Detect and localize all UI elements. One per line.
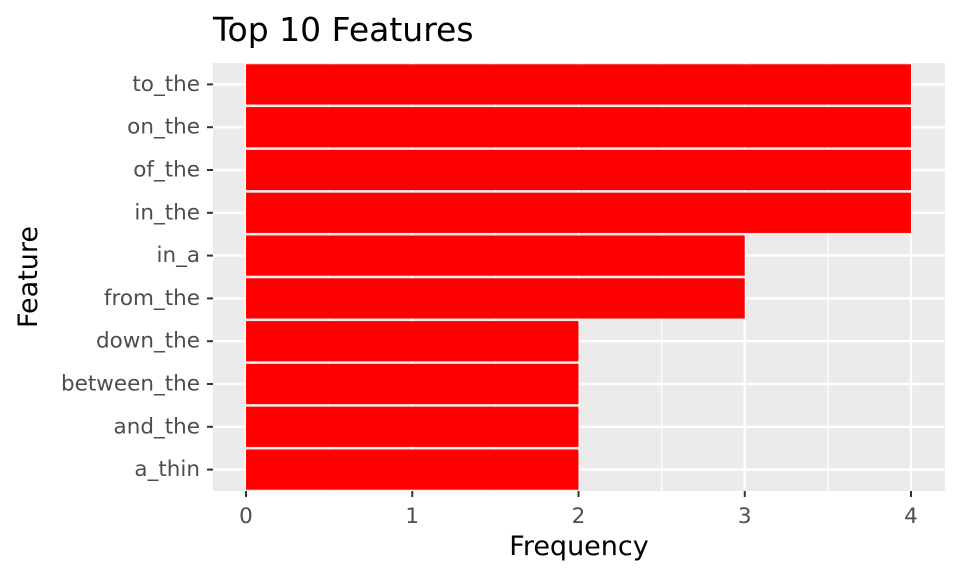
x-tick-label: 3 (738, 504, 752, 529)
bar (246, 406, 579, 447)
y-tick-label: in_the (134, 200, 200, 225)
x-axis-title: Frequency (509, 531, 649, 562)
x-tick-label: 1 (405, 504, 419, 529)
x-tick-label: 2 (572, 504, 586, 529)
bar (246, 64, 911, 105)
bars (246, 64, 911, 490)
y-tick-label: from_the (104, 286, 200, 311)
y-tick-label: to_the (132, 72, 200, 97)
y-tick-label: between_the (61, 372, 200, 397)
x-axis: 0 1 2 3 4 (239, 491, 918, 529)
y-tick-label: of_the (133, 158, 200, 183)
y-axis-title: Feature (13, 226, 44, 328)
bar (246, 235, 745, 276)
x-tick-label: 4 (904, 504, 918, 529)
chart-title: Top 10 Features (212, 10, 474, 49)
x-tick-label: 0 (239, 504, 253, 529)
y-tick-label: a_thin (134, 457, 200, 482)
bar (246, 363, 579, 405)
bar (246, 321, 579, 362)
bar (246, 192, 911, 233)
y-tick-label: in_a (156, 243, 200, 268)
bar (246, 107, 911, 148)
y-axis: to_the on_the of_the in_the in_a from_thedown… (61, 72, 213, 482)
bar (246, 449, 579, 490)
y-tick-label: down_the (96, 329, 200, 354)
bar (246, 149, 911, 191)
bar (246, 278, 745, 319)
y-tick-label: and_the (114, 414, 200, 439)
y-tick-label: on_the (127, 115, 200, 140)
